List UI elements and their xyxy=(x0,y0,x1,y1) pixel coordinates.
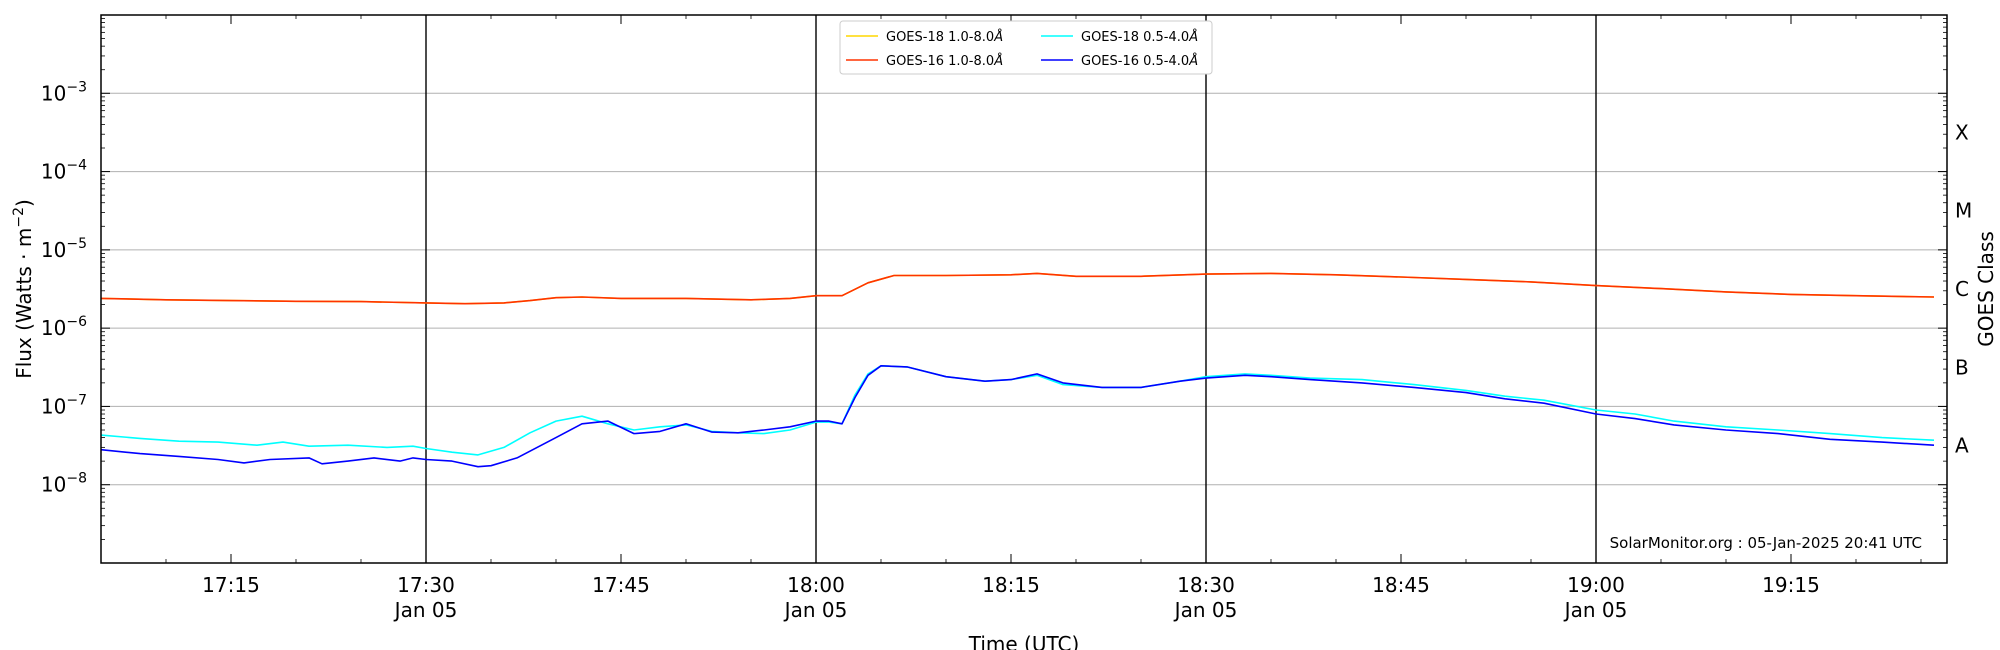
y-tick-label: 10−5 xyxy=(41,236,87,262)
grid-lines xyxy=(101,92,1947,486)
series-line-1 xyxy=(100,272,1935,305)
x-tick-label: 17:15 xyxy=(202,573,260,597)
x-axis-title: Time (UTC) xyxy=(968,632,1080,650)
goes-class-labels: A B C M X xyxy=(1955,120,1972,457)
y-axis-title-main: Flux (Watts · m xyxy=(12,228,36,379)
series-lines xyxy=(100,272,1935,468)
legend-label: GOES-18 0.5-4.0Å xyxy=(1081,29,1198,45)
x-tick-date-label: Jan 05 xyxy=(1173,598,1238,622)
y-tick-labels: 10−8 10−7 10−6 10−5 10−4 10−3 xyxy=(41,79,87,496)
x-tick-date-label: Jan 05 xyxy=(783,598,848,622)
x-tick-label: 17:30 xyxy=(397,573,455,597)
goes-class-label: C xyxy=(1955,277,1969,301)
axis-ticks xyxy=(100,15,1947,564)
legend-label: GOES-16 1.0-8.0Å xyxy=(886,53,1003,69)
legend-box xyxy=(839,20,1213,75)
series-line-2 xyxy=(100,364,1935,456)
day-boundary-lines xyxy=(425,15,1597,563)
y-tick-label: 10−8 xyxy=(41,471,87,497)
legend-label: GOES-18 1.0-8.0Å xyxy=(886,29,1003,45)
x-tick-label: 19:15 xyxy=(1762,573,1820,597)
plot-frame xyxy=(100,14,1948,564)
series-line-3 xyxy=(100,364,1935,468)
x-tick-label: 18:00 xyxy=(787,573,845,597)
legend: GOES-18 1.0-8.0Å GOES-18 0.5-4.0Å GOES-16 … xyxy=(839,20,1213,75)
y-axis-title: Flux (Watts · m−2) xyxy=(11,199,36,379)
x-tick-label: 18:15 xyxy=(982,573,1040,597)
y-tick-label: 10−6 xyxy=(41,314,87,340)
legend-label: GOES-16 0.5-4.0Å xyxy=(1081,53,1198,69)
right-axis-title: GOES Class xyxy=(1974,231,1998,347)
goes-class-label: B xyxy=(1955,355,1969,379)
goes-class-label: X xyxy=(1955,120,1969,144)
x-tick-date-label: Jan 05 xyxy=(393,598,458,622)
x-tick-label: 18:45 xyxy=(1372,573,1430,597)
x-tick-label: 18:30 xyxy=(1177,573,1235,597)
y-axis-title-exponent: −2 xyxy=(11,207,27,228)
x-tick-label: 17:45 xyxy=(592,573,650,597)
y-tick-label: 10−3 xyxy=(41,79,87,105)
x-tick-label: 19:00 xyxy=(1567,573,1625,597)
x-tick-date-label: Jan 05 xyxy=(1563,598,1628,622)
y-tick-label: 10−7 xyxy=(41,392,87,418)
goes-class-label: A xyxy=(1955,434,1969,458)
y-axis-title-close: ) xyxy=(12,199,36,207)
y-tick-label: 10−4 xyxy=(41,158,87,184)
credit-text: SolarMonitor.org : 05-Jan-2025 20:41 UTC xyxy=(1610,534,1922,552)
goes-class-label: M xyxy=(1955,199,1972,223)
